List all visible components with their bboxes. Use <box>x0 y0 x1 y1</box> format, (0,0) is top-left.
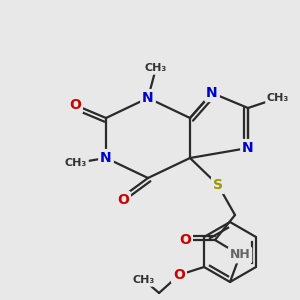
Text: S: S <box>213 178 223 192</box>
Text: N: N <box>206 86 218 100</box>
Text: N: N <box>242 141 254 155</box>
Text: N: N <box>100 151 112 165</box>
Text: O: O <box>179 233 191 247</box>
Text: CH₃: CH₃ <box>65 158 87 168</box>
Text: NH: NH <box>230 248 250 262</box>
Text: O: O <box>117 193 129 207</box>
Text: CH₃: CH₃ <box>133 275 155 285</box>
Text: N: N <box>142 91 154 105</box>
Text: O: O <box>173 268 185 282</box>
Text: CH₃: CH₃ <box>267 93 289 103</box>
Text: CH₃: CH₃ <box>145 63 167 73</box>
Text: O: O <box>69 98 81 112</box>
